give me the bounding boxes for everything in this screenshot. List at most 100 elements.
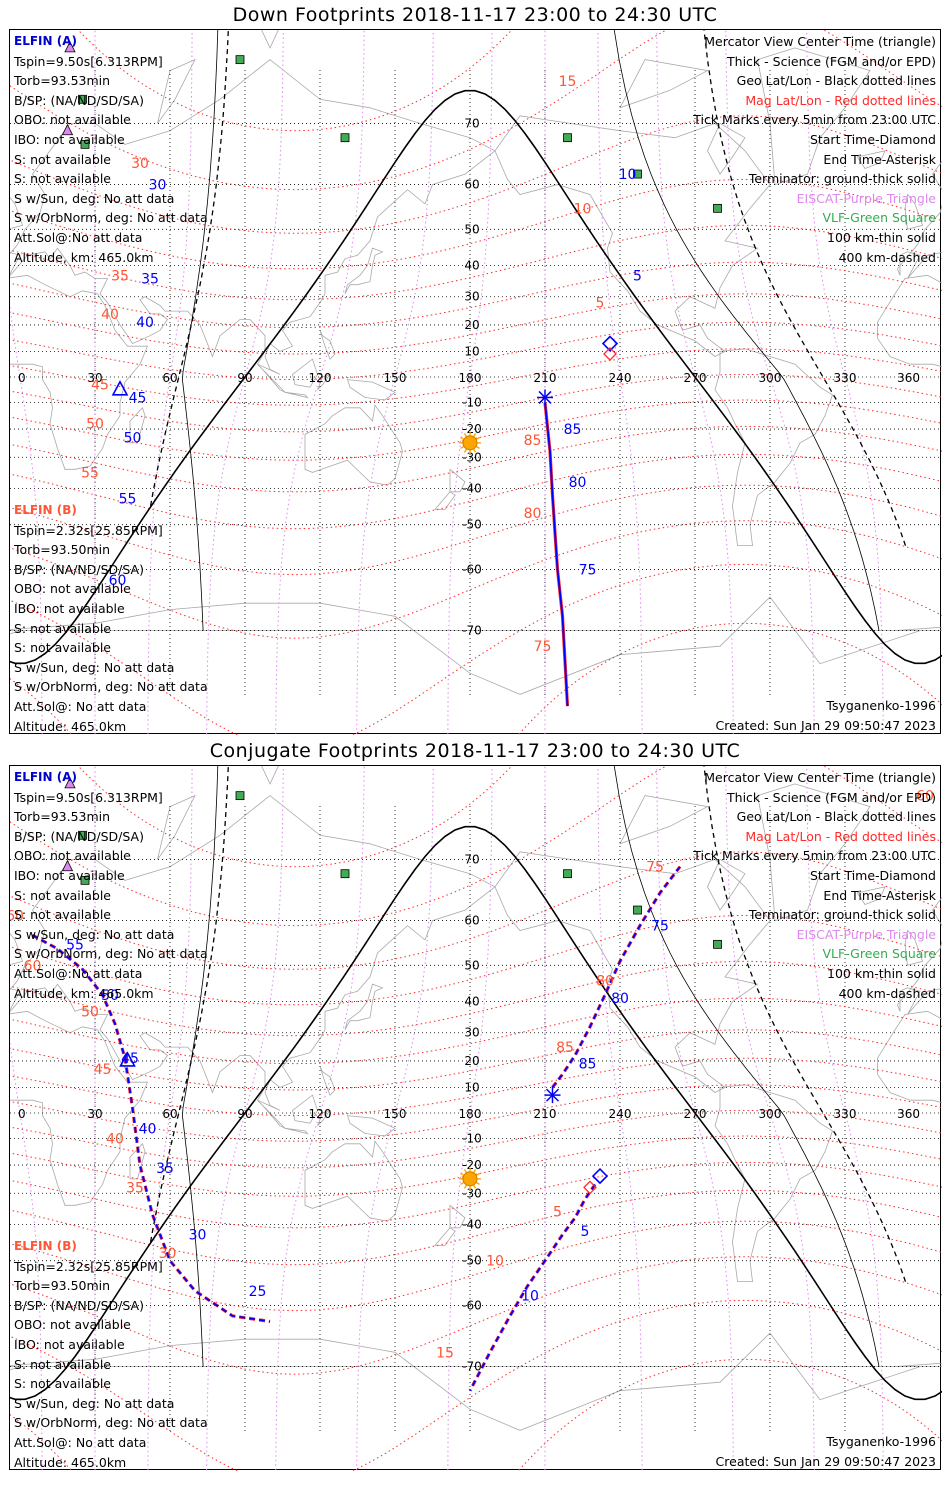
track-time-label: 45 (129, 390, 147, 406)
track-time-label-mag: 85 (524, 433, 542, 449)
footprint-track-blue (32, 934, 271, 1323)
coastline (284, 391, 309, 399)
lat-tick-label: 20 (464, 318, 479, 332)
info-line: S: not available (14, 1356, 111, 1372)
lon-tick-label: 0 (18, 371, 26, 385)
track-time-label: 40 (136, 315, 154, 331)
coastline (304, 1140, 403, 1222)
info-line: S: not available (14, 907, 111, 923)
coastline (10, 1010, 149, 1206)
mag-meridian (597, 766, 643, 1471)
vlf-station-icon (340, 869, 350, 879)
track-time-label: 85 (564, 422, 582, 438)
track-time-label: 85 (579, 1057, 597, 1073)
legend-line: Start Time-Diamond (809, 131, 936, 147)
lat-tick-label: 50 (464, 958, 479, 972)
coastline (10, 596, 921, 695)
legend-line: Mag Lat/Lon - Red dotted lines (745, 92, 936, 108)
info-line: Att.Sol@: No att data (14, 1434, 147, 1450)
track-time-label-mag: 55 (81, 465, 99, 481)
track-time-label-mag: 5 (553, 1205, 562, 1221)
lon-tick-label: 60 (162, 371, 177, 385)
track-time-label: 50 (124, 430, 142, 446)
legend-line: Thick - Science (FGM and/or EPD) (727, 53, 936, 69)
track-time-label-mag: 30 (159, 1246, 177, 1262)
info-line: B/SP: (NA/ND/SD/SA) (14, 92, 144, 108)
start-diamond-icon (603, 347, 617, 361)
legend-line: 400 km-dashed (838, 985, 936, 1001)
lon-tick-label: 300 (759, 371, 782, 385)
lon-tick-label: 240 (609, 371, 632, 385)
coastline (304, 404, 403, 486)
track-time-label-mag: 15 (436, 1345, 454, 1361)
start-diamond-icon (583, 1180, 597, 1195)
lat-tick-label: -60 (462, 1298, 482, 1312)
mag-parallel (10, 115, 942, 234)
info-line: IBO: not available (14, 131, 125, 147)
lat-tick-label: -40 (462, 1217, 482, 1231)
terminator-100km (181, 766, 219, 1367)
mag-parallel (10, 622, 942, 735)
terminator-400km (703, 30, 907, 546)
mag-meridian (356, 30, 434, 735)
vlf-station-icon (563, 133, 572, 143)
info-line: S: not available (14, 151, 111, 167)
coastline (856, 886, 886, 905)
footer: Tsyganenko-1996 Created: Sun Jan 29 09:5… (716, 696, 936, 735)
sun-icon (462, 435, 478, 451)
vlf-station-icon (633, 169, 642, 179)
info-line: Altitude: 465.0km (14, 718, 127, 734)
track-time-label-mag: 40 (101, 307, 119, 323)
info-line: Tspin=2.32s[25.85RPM] (14, 522, 163, 538)
mag-meridian (725, 30, 815, 735)
lat-tick-label: -50 (462, 1254, 482, 1268)
mag-meridian (147, 766, 193, 1471)
info-line: IBO: not available (14, 600, 125, 616)
mag-meridian (10, 1038, 43, 1471)
lon-tick-label: 360 (897, 371, 920, 385)
mag-parallel (10, 914, 942, 1006)
coastline (157, 58, 196, 124)
track-time-label-mag: 60 (24, 958, 42, 974)
lat-tick-label: 60 (464, 178, 479, 192)
vlf-station-icon (633, 905, 642, 915)
vlf-station-icon (78, 94, 87, 104)
info-line: Att.Sol@:No att data (14, 229, 143, 245)
mag-meridian (725, 766, 815, 1471)
lat-tick-label: -20 (462, 1158, 482, 1172)
info-line: Tspin=2.32s[25.85RPM] (14, 1258, 163, 1274)
track-time-label: 30 (189, 1228, 207, 1244)
info-line: S w/OrbNorm, deg: No att data (14, 946, 208, 962)
legend-line: 100 km-thin solid (827, 965, 936, 981)
mag-meridian (447, 766, 493, 1471)
info-line: Torb=93.50min (14, 1278, 111, 1294)
legend-line: Geo Lat/Lon - Black dotted lines (736, 809, 936, 825)
track-time-label-mag: 30 (131, 156, 149, 172)
coastline (319, 1066, 336, 1096)
vlf-station-icon (80, 139, 90, 149)
info-line: Altitude, km: 465.0km (14, 249, 154, 265)
coastline (261, 30, 279, 49)
end-asterisk-icon (545, 1088, 560, 1102)
track-time-label-mag: 50 (81, 1004, 99, 1020)
legend-line: End Time-Asterisk (823, 887, 936, 903)
track-time-label: 35 (141, 271, 159, 287)
lat-tick-label: -70 (462, 624, 482, 638)
lon-tick-label: 180 (459, 371, 482, 385)
terminator-100km (181, 30, 219, 631)
lon-tick-label: 360 (897, 1107, 920, 1121)
coastline (10, 274, 149, 470)
mag-meridian (447, 30, 493, 735)
footer: Tsyganenko-1996 Created: Sun Jan 29 09:5… (716, 1432, 936, 1471)
track-time-label: 35 (156, 1161, 174, 1177)
mag-parallel (10, 851, 942, 970)
coastline (434, 491, 456, 510)
probe-b-name: ELFIN (B) (14, 503, 77, 517)
track-time-label: 40 (139, 1121, 157, 1137)
mag-parallel (10, 1161, 942, 1229)
coastline (894, 1362, 942, 1367)
track-time-label-mag: 50 (86, 417, 104, 433)
footprint-track-blue (551, 866, 681, 1088)
coastline (707, 858, 746, 911)
coastline (346, 379, 396, 401)
